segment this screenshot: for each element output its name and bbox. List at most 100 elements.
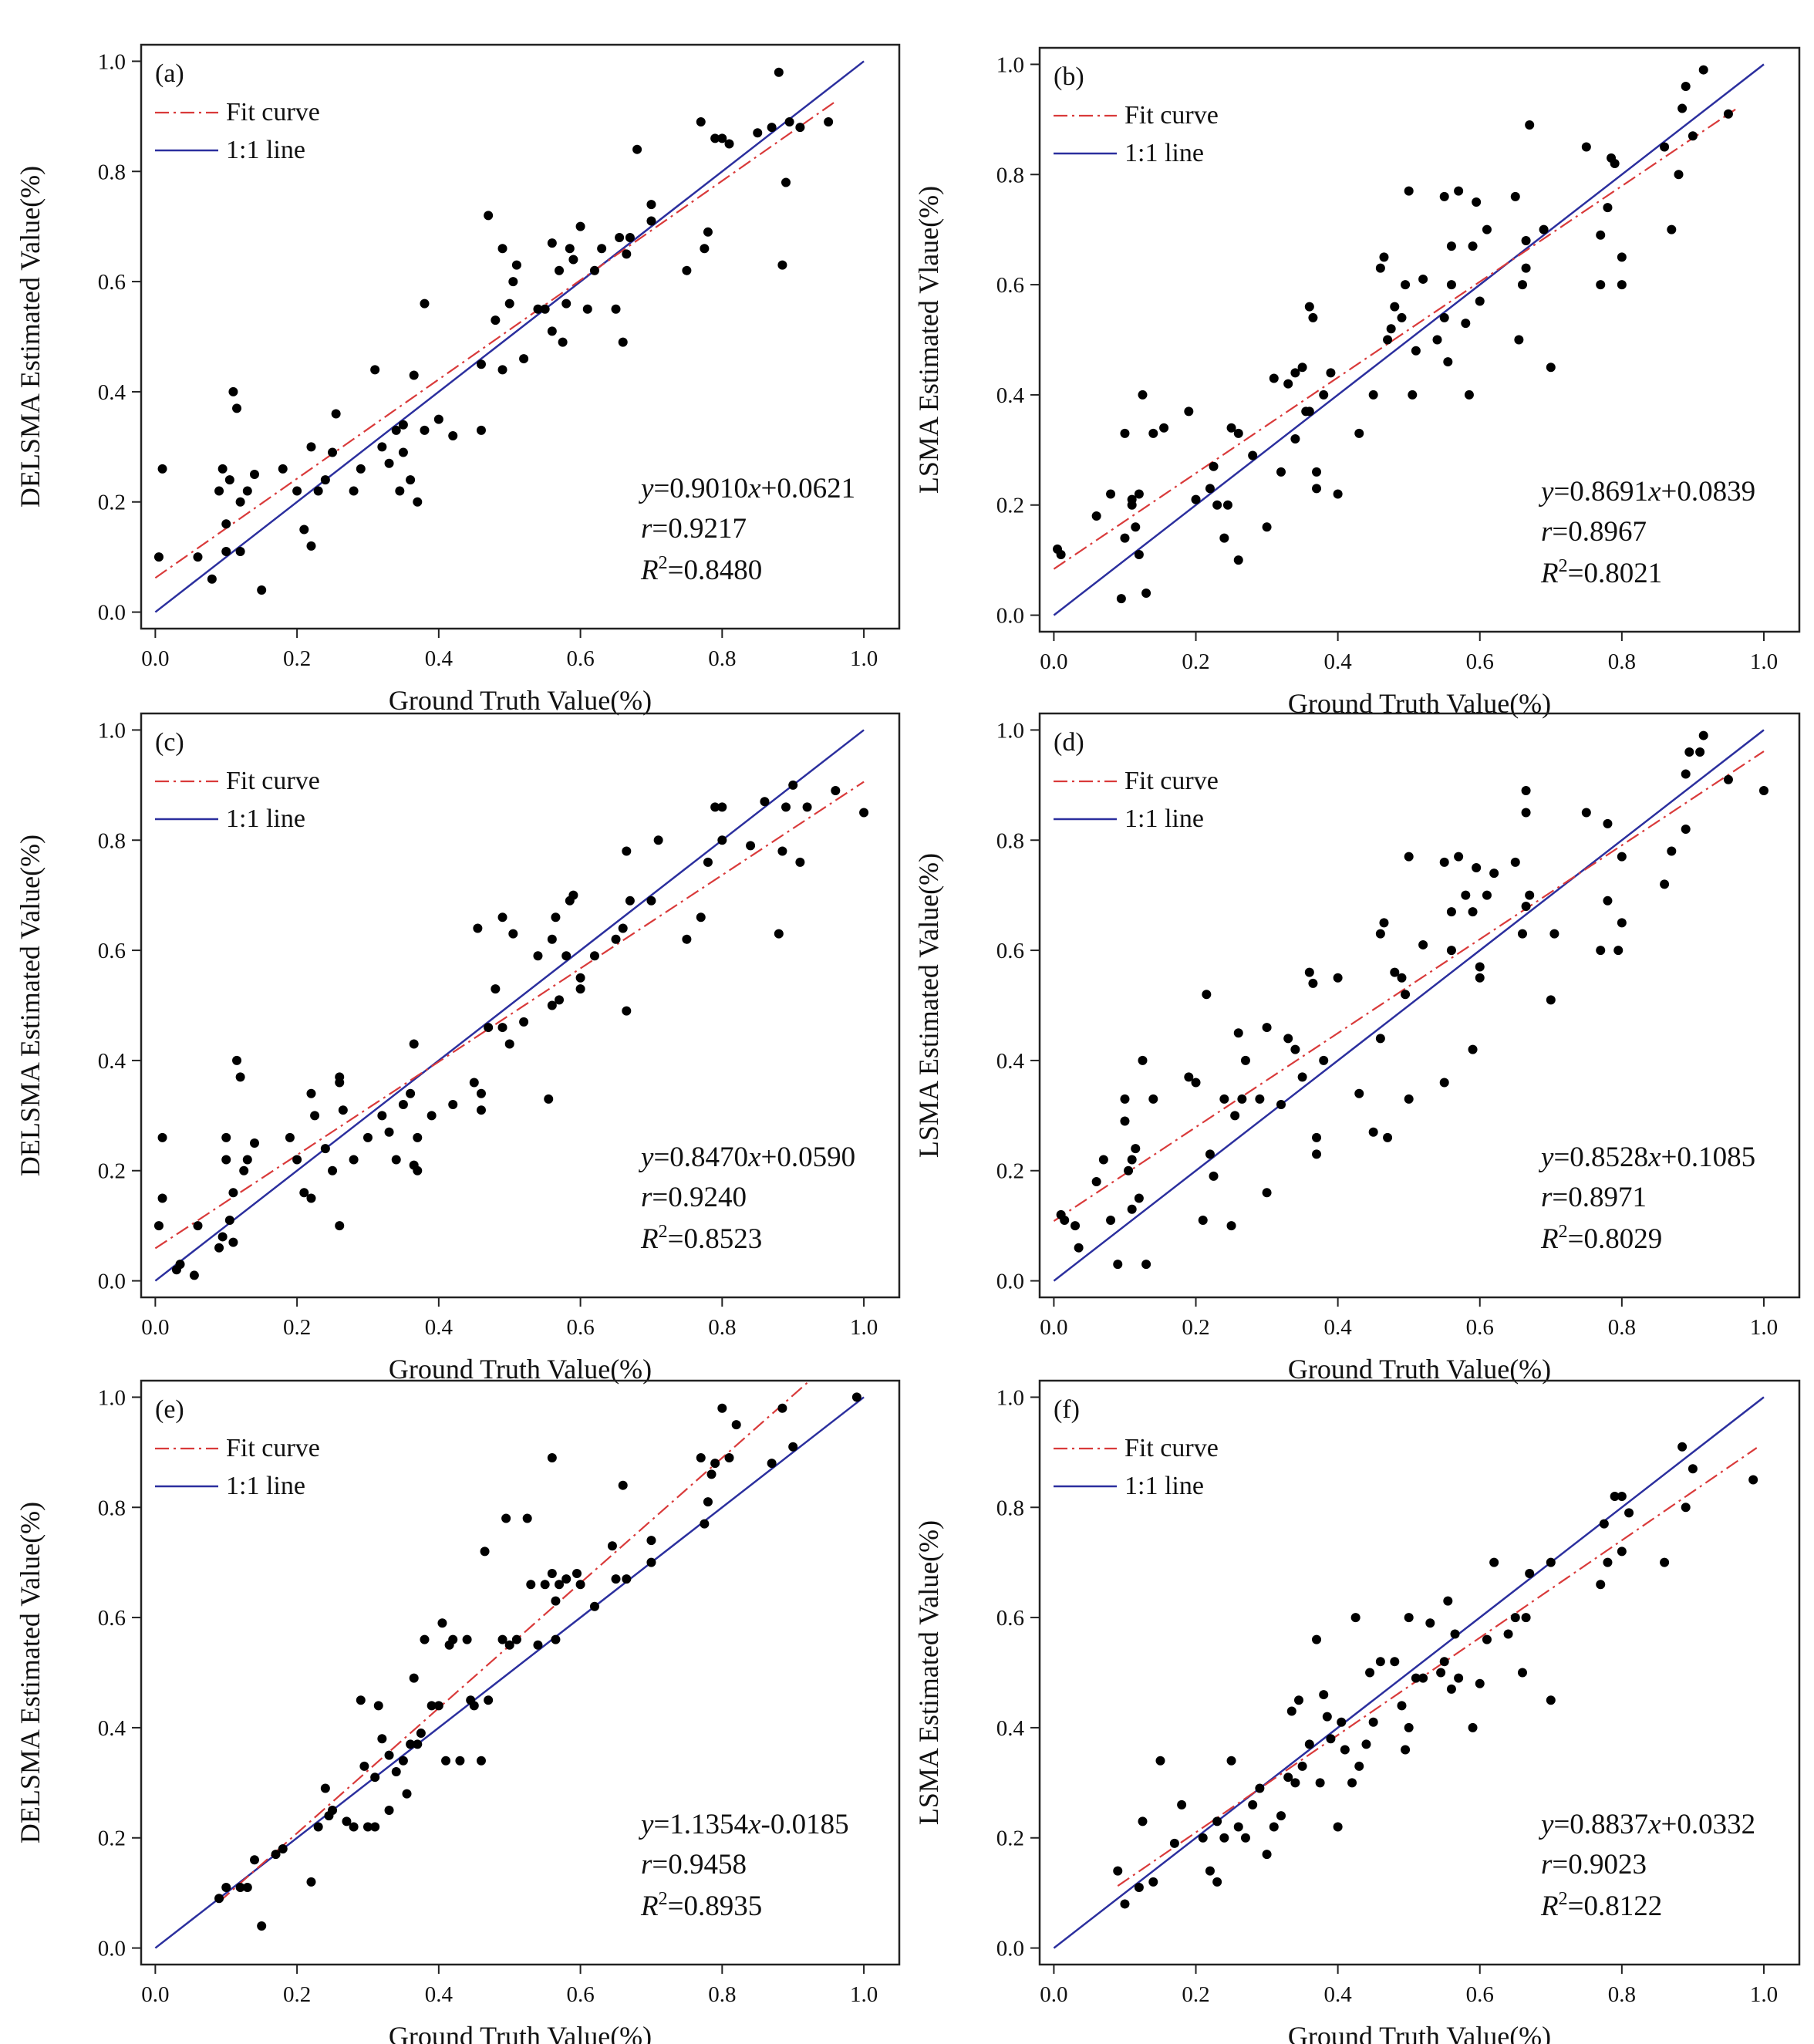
data-point: [437, 1618, 447, 1628]
r2-number: =0.8480: [668, 555, 763, 586]
data-point: [338, 1105, 348, 1115]
data-point: [349, 1155, 359, 1165]
data-point: [427, 1111, 437, 1121]
data-point: [1350, 1613, 1360, 1623]
eq-slope: =0.8691: [1553, 476, 1648, 508]
data-point: [1461, 319, 1471, 329]
data-point: [1240, 1055, 1250, 1065]
data-point: [1521, 785, 1531, 795]
data-point: [1375, 1657, 1385, 1667]
data-point: [1539, 224, 1549, 234]
data-point: [1521, 901, 1531, 911]
data-point: [717, 835, 727, 845]
data-point: [306, 1088, 316, 1098]
eq-slope: =0.9010: [653, 473, 748, 504]
data-point: [497, 912, 507, 922]
data-point: [703, 1497, 713, 1507]
data-point: [1134, 550, 1144, 560]
data-point: [646, 896, 656, 906]
data-point: [235, 1883, 245, 1893]
eq-slope: =0.8470: [653, 1142, 748, 1173]
eq-slope: =0.8837: [1553, 1809, 1648, 1840]
data-point: [292, 486, 302, 496]
data-point: [533, 1640, 543, 1650]
data-point: [221, 1132, 231, 1142]
data-point: [228, 386, 238, 396]
data-point: [526, 1580, 536, 1590]
y-tick-label: 0.2: [98, 491, 126, 515]
data-point: [476, 425, 486, 435]
data-point: [1276, 1811, 1286, 1821]
r2-number: =0.8523: [668, 1223, 763, 1255]
x-tick-label: 0.0: [141, 1982, 169, 2007]
data-point: [575, 973, 585, 983]
data-point: [1205, 1149, 1215, 1159]
panel-label: (d): [1054, 728, 1084, 757]
data-point: [1549, 929, 1559, 939]
data-point: [1521, 1613, 1531, 1623]
plot-frame: [1038, 1379, 1801, 1966]
panel-label: (b): [1054, 62, 1084, 91]
data-point: [413, 1132, 423, 1142]
data-point: [153, 1221, 164, 1231]
data-point: [1464, 390, 1474, 400]
data-point: [1546, 995, 1556, 1005]
data-point: [575, 221, 585, 231]
data-point: [544, 1094, 554, 1104]
data-point: [1308, 312, 1318, 322]
x-tick-label: 0.6: [1466, 1315, 1494, 1340]
data-point: [508, 277, 518, 287]
data-point: [1269, 1822, 1279, 1832]
data-point: [299, 1188, 309, 1198]
data-point: [1290, 434, 1300, 444]
panel-label: (c): [155, 728, 184, 757]
data-point: [547, 1000, 557, 1010]
data-point: [384, 458, 394, 468]
data-point: [1205, 484, 1215, 494]
data-point: [221, 1155, 231, 1165]
data-point: [777, 846, 787, 856]
x-tick-label: 0.0: [141, 1315, 169, 1340]
y-tick-label: 0.2: [996, 1159, 1024, 1184]
data-point: [646, 1536, 656, 1546]
r-value: r=0.8967: [1541, 516, 1647, 548]
data-point: [710, 1459, 720, 1469]
data-point: [491, 315, 501, 325]
legend-one-to-one-label: 1:1 line: [1124, 804, 1204, 833]
data-point: [1446, 907, 1456, 917]
x-axis-label: Ground Truth Value(%): [389, 1354, 652, 1385]
data-point: [157, 1193, 167, 1203]
data-point: [384, 1127, 394, 1137]
data-point: [1226, 423, 1236, 433]
data-point: [1368, 1127, 1378, 1137]
data-point: [706, 1469, 716, 1479]
x-tick-label: 0.2: [283, 1315, 311, 1340]
data-point: [1546, 1557, 1556, 1567]
data-point: [1454, 186, 1464, 196]
data-point: [1361, 1739, 1371, 1749]
data-point: [1319, 1690, 1329, 1700]
data-point: [1375, 929, 1385, 939]
x-tick-label: 1.0: [1750, 1315, 1778, 1340]
data-point: [1315, 1778, 1325, 1788]
data-point: [551, 912, 561, 922]
x-tick-label: 0.2: [1182, 1315, 1209, 1340]
data-point: [1418, 274, 1428, 284]
eq-intercept: +0.0332: [1661, 1809, 1756, 1840]
data-point: [1233, 1822, 1243, 1832]
data-point: [1390, 967, 1400, 977]
plot-frame: [140, 43, 901, 630]
data-point: [1521, 808, 1531, 818]
data-point: [221, 519, 231, 529]
data-point: [1503, 1629, 1513, 1639]
data-point: [1375, 263, 1385, 273]
data-point: [1262, 1850, 1272, 1860]
data-point: [561, 951, 572, 961]
plot-area: [153, 60, 865, 613]
r-value: r=0.8971: [1541, 1182, 1647, 1213]
plot-frame: [1038, 712, 1801, 1299]
y-axis-label: DELSMA Estimated Value(%): [15, 1502, 46, 1843]
data-point: [1517, 280, 1527, 290]
data-point: [774, 929, 784, 939]
y-tick-label: 0.0: [996, 604, 1024, 629]
